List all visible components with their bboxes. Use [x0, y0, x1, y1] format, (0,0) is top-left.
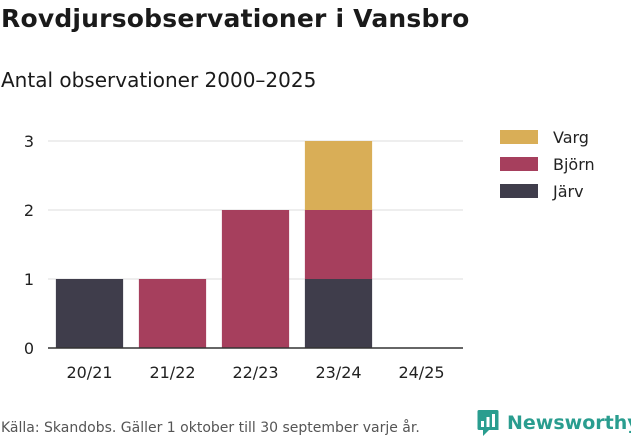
- bar-segment: [304, 279, 373, 348]
- y-tick-label: 3: [24, 132, 34, 151]
- x-tick-label: 21/22: [149, 363, 195, 382]
- legend-label: Järv: [552, 182, 584, 201]
- x-tick-label: 24/25: [398, 363, 444, 382]
- newsworthy-logo-icon: [477, 410, 499, 436]
- legend-label: Björn: [553, 155, 595, 174]
- legend-swatch: [500, 130, 538, 144]
- bar-segment: [304, 210, 373, 279]
- bar-segment: [304, 141, 373, 210]
- chart-title: Rovdjursobservationer i Vansbro: [1, 4, 470, 33]
- bar-segment: [55, 279, 124, 348]
- y-tick-label: 1: [24, 270, 34, 289]
- source-note: Källa: Skandobs. Gäller 1 oktober till 3…: [1, 420, 420, 436]
- x-tick-label: 20/21: [66, 363, 112, 382]
- x-tick-label: 23/24: [315, 363, 361, 382]
- brand-logo[interactable]: Newsworthy: [477, 409, 631, 437]
- y-tick-label: 0: [24, 339, 34, 358]
- legend-label: Varg: [553, 128, 589, 147]
- bar-segment: [221, 210, 290, 348]
- legend-swatch: [500, 157, 538, 171]
- brand-name: Newsworthy: [507, 412, 631, 434]
- x-tick-label: 22/23: [232, 363, 278, 382]
- legend-swatch: [500, 184, 538, 198]
- bar-segment: [138, 279, 207, 348]
- y-tick-label: 2: [24, 201, 34, 220]
- stacked-bar-chart: 0 1 2 3 20/21 21/22 22/23 23/24 24/25 Varg Björn Jä…: [24, 128, 595, 382]
- chart-subtitle: Antal observationer 2000–2025: [1, 68, 317, 92]
